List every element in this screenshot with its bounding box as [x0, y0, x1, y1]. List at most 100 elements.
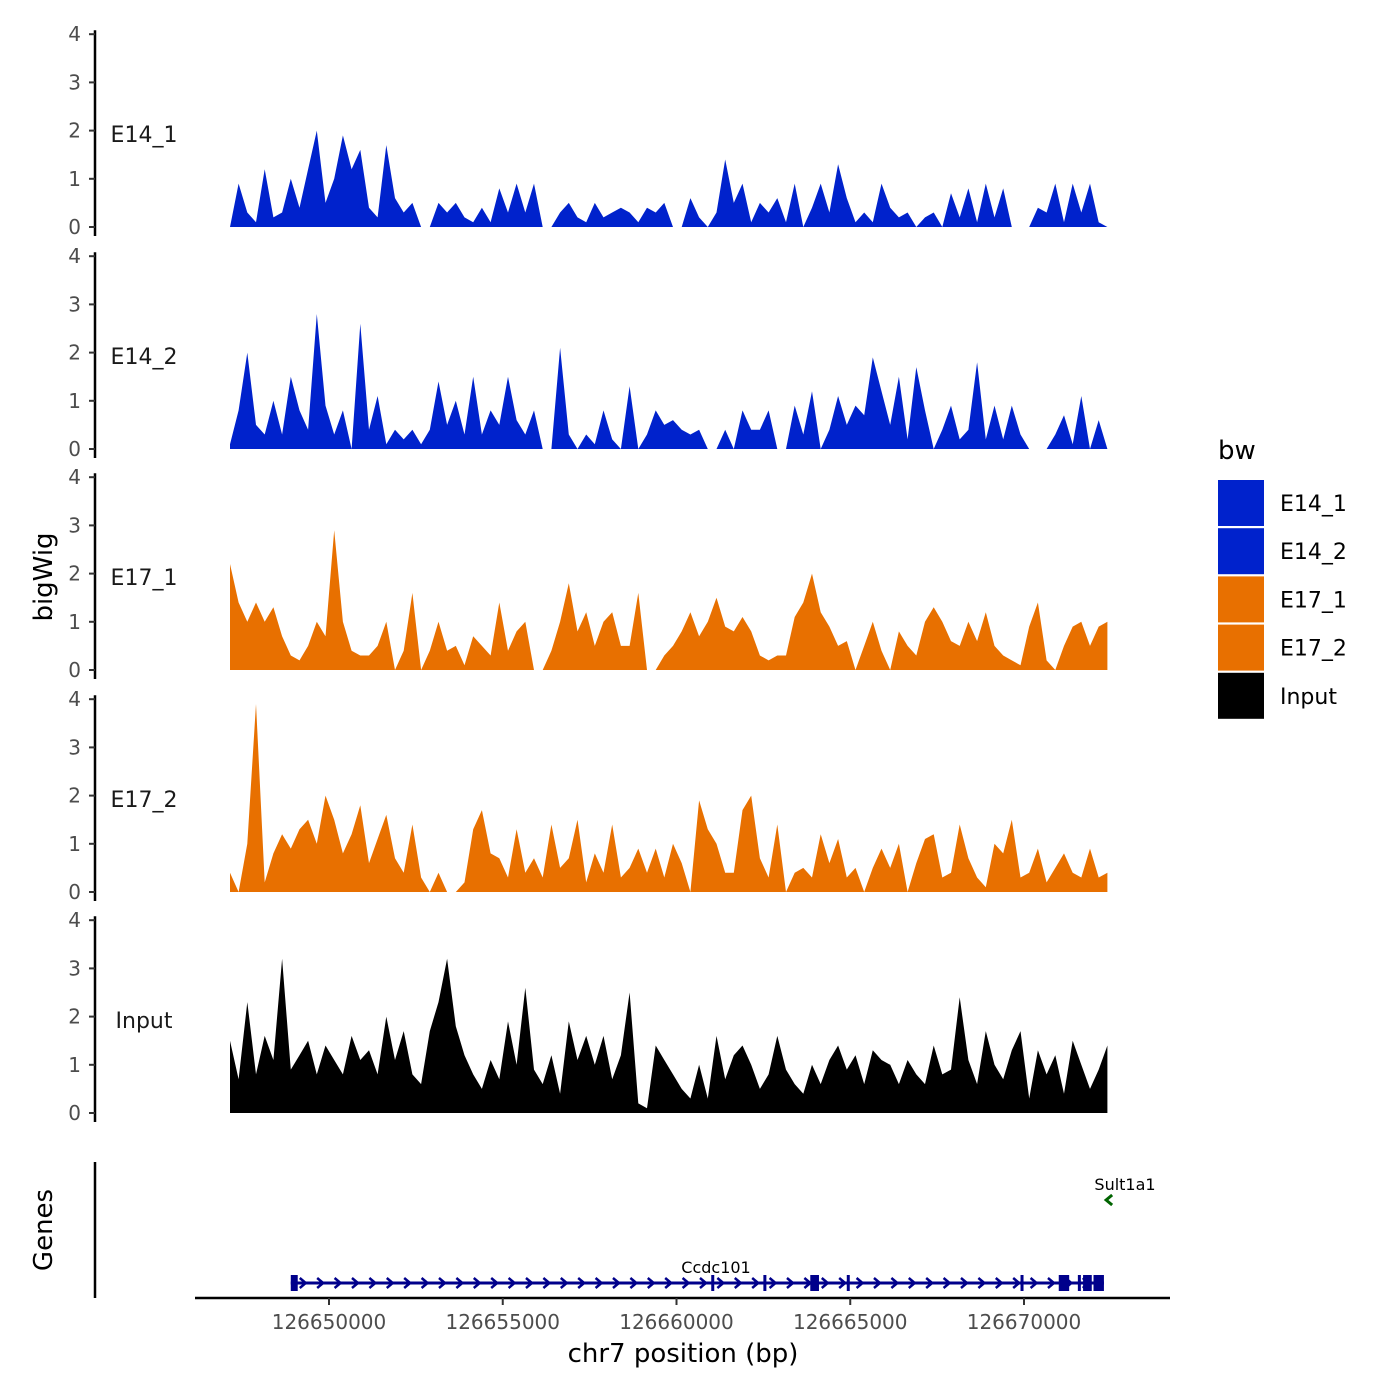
y-tick-label: 0 — [68, 215, 81, 239]
strand-arrow — [525, 1277, 534, 1289]
exon — [763, 1275, 767, 1291]
strand-arrow — [507, 1277, 517, 1289]
y-tick-label: 1 — [68, 1053, 81, 1077]
y-tick-label: 1 — [68, 610, 81, 634]
track-E14_1: 0 1 2 3 4 E14_1 — [68, 22, 1108, 239]
strand-arrow — [786, 1277, 795, 1289]
x-axis-title: chr7 position (bp) — [568, 1339, 799, 1369]
legend-item: Input — [1218, 672, 1337, 719]
strand-arrow — [664, 1277, 674, 1289]
x-tick-label: 126660000 — [619, 1310, 734, 1334]
y-tick-label: 3 — [68, 735, 81, 759]
legend-item: E17_2 — [1218, 624, 1347, 671]
legend-label: E17_2 — [1280, 637, 1347, 662]
legend-swatch — [1218, 576, 1264, 623]
strand-arrow — [733, 1277, 743, 1289]
strand-arrow — [351, 1277, 360, 1289]
strand-arrow — [438, 1277, 447, 1289]
exon — [1058, 1275, 1070, 1291]
track-label: E17_2 — [111, 788, 178, 813]
strand-arrow — [403, 1277, 413, 1289]
strand-arrow — [385, 1277, 395, 1289]
legend-label: E17_1 — [1280, 588, 1347, 613]
legend-swatch — [1218, 672, 1264, 719]
y-tick-label: 4 — [68, 465, 81, 489]
strand-arrow — [316, 1277, 326, 1289]
track-label: E14_1 — [111, 123, 178, 148]
genes-panel: 126650000 126655000 126660000 126665000 1266… — [93, 1162, 1170, 1334]
y-tick-label: 4 — [68, 244, 81, 268]
y-axis-title: bigWig — [29, 532, 59, 621]
y-tick-label: 3 — [68, 956, 81, 980]
x-tick-label: 126670000 — [967, 1310, 1082, 1334]
strand-arrow — [907, 1277, 917, 1289]
strand-arrow — [490, 1277, 500, 1289]
strand-arrow — [1029, 1277, 1039, 1289]
y-tick-label: 3 — [68, 292, 81, 316]
y-tick-label: 4 — [68, 908, 81, 932]
strand-arrow — [559, 1277, 569, 1289]
y-tick-label: 3 — [68, 513, 81, 537]
x-tick-label: 126650000 — [272, 1310, 387, 1334]
strand-arrow — [994, 1277, 1004, 1289]
x-tick-label: 126655000 — [445, 1310, 560, 1334]
strand-arrow — [1012, 1277, 1022, 1289]
strand-arrow — [629, 1277, 639, 1289]
genes-axis-title: Genes — [29, 1189, 59, 1271]
y-tick-label: 2 — [68, 119, 81, 143]
y-tick-label: 1 — [68, 389, 81, 413]
legend-label: E14_2 — [1280, 540, 1347, 565]
legend-item: E17_1 — [1218, 576, 1347, 623]
legend-swatch — [1218, 528, 1264, 575]
track-E17_1: 0 1 2 3 4 E17_1 — [68, 465, 1108, 682]
legend-item: E14_2 — [1218, 528, 1347, 575]
gene-label: Sult1a1 — [1094, 1175, 1155, 1194]
track-Input: 0 1 2 3 4 Input — [68, 908, 1108, 1125]
exon — [810, 1275, 819, 1291]
strand-arrow — [838, 1277, 848, 1289]
exon — [1077, 1275, 1081, 1291]
exon — [1083, 1275, 1092, 1291]
strand-arrow — [925, 1277, 935, 1289]
area-E14_2 — [230, 314, 1108, 449]
strand-arrow — [751, 1277, 761, 1289]
area-E17_2 — [230, 704, 1108, 892]
strand-arrow — [298, 1277, 308, 1289]
strand-arrow — [472, 1277, 482, 1289]
legend-title: bw — [1218, 436, 1256, 466]
exon — [846, 1275, 850, 1291]
y-tick-label: 0 — [68, 437, 81, 461]
strand-arrow — [542, 1277, 552, 1289]
y-tick-label: 2 — [68, 341, 81, 365]
strand-arrow — [890, 1277, 900, 1289]
strand-arrow — [699, 1277, 708, 1289]
strand-arrow — [855, 1277, 865, 1289]
strand-arrow — [1103, 1193, 1114, 1207]
y-tick-label: 2 — [68, 784, 81, 808]
exon — [711, 1275, 715, 1291]
strand-arrow — [960, 1277, 969, 1289]
strand-arrow — [768, 1277, 778, 1289]
gene-Sult1a1: Sult1a1 — [1094, 1175, 1156, 1207]
y-tick-label: 0 — [68, 658, 81, 682]
area-E17_1 — [230, 530, 1108, 670]
y-tick-label: 2 — [68, 562, 81, 586]
strand-arrow — [942, 1277, 952, 1289]
track-label: E17_1 — [111, 566, 178, 591]
y-tick-label: 0 — [68, 880, 81, 904]
legend-items: E14_1 E14_2 E17_1 E17_2 Input — [1218, 480, 1347, 719]
strand-arrow — [716, 1277, 726, 1289]
strand-arrow — [577, 1277, 587, 1289]
track-E14_2: 0 1 2 3 4 E14_2 — [68, 244, 1108, 461]
exon — [1020, 1275, 1024, 1291]
exon — [290, 1275, 298, 1291]
y-tick-label: 2 — [68, 1005, 81, 1029]
strand-arrow — [820, 1277, 830, 1289]
strand-arrow — [420, 1277, 430, 1289]
legend: bw E14_1 E14_2 E17_1 E17_2 Input — [1218, 436, 1347, 719]
area-E14_1 — [230, 130, 1108, 227]
legend-label: E14_1 — [1280, 492, 1347, 517]
exon — [1093, 1275, 1104, 1291]
strand-arrow — [646, 1277, 656, 1289]
